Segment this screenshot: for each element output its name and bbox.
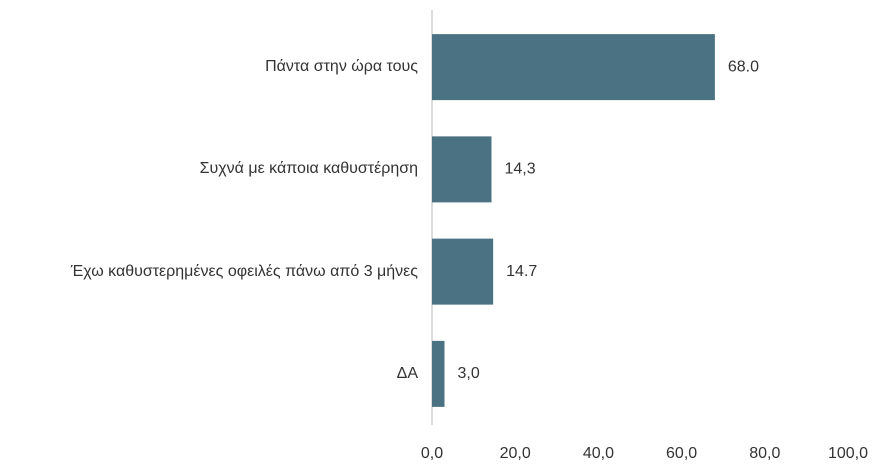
value-label: 3,0 bbox=[457, 365, 479, 382]
x-tick-label: 60,0 bbox=[666, 445, 697, 462]
y-tick-label: Έχω καθυστερημένες οφειλές πάνω από 3 μή… bbox=[70, 262, 418, 280]
x-tick-label: 0,0 bbox=[421, 445, 443, 462]
value-label: 14.7 bbox=[506, 263, 537, 280]
y-tick-label: ΔΑ bbox=[396, 364, 418, 382]
x-tick-label: 20,0 bbox=[500, 445, 531, 462]
x-tick-label: 40,0 bbox=[583, 445, 614, 462]
y-tick-label: Συχνά με κάποια καθυστέρηση bbox=[199, 160, 418, 178]
bar bbox=[432, 136, 492, 203]
bar bbox=[432, 34, 715, 101]
x-tick-label: 100,0 bbox=[828, 445, 868, 462]
y-tick-label: Πάντα στην ώρα τους bbox=[265, 58, 418, 76]
bar bbox=[432, 340, 445, 407]
bar bbox=[432, 238, 494, 305]
value-label: 68.0 bbox=[728, 58, 759, 75]
x-tick-label: 80,0 bbox=[749, 445, 780, 462]
value-label: 14,3 bbox=[504, 161, 535, 178]
